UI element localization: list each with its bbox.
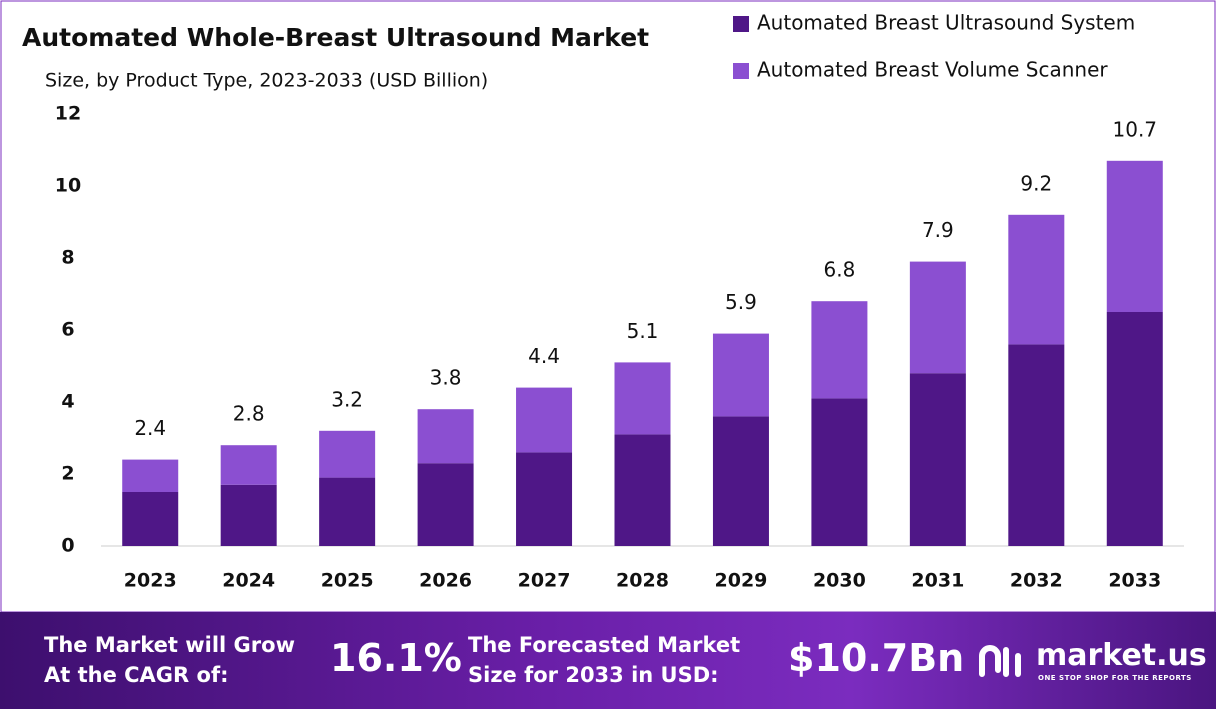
bar-segment [1106, 312, 1163, 546]
bar-segment [417, 463, 474, 546]
chart: Automated Whole-Breast Ultrasound Market… [0, 0, 1216, 612]
legend-label: Automated Breast Ultrasound System [757, 11, 1135, 35]
x-tick-label: 2030 [813, 570, 866, 592]
x-tick-label: 2031 [911, 570, 964, 592]
total-label: 7.9 [922, 218, 954, 242]
legend-label: Automated Breast Volume Scanner [757, 58, 1108, 82]
cagr-value: 16.1% [330, 636, 462, 680]
total-label: 2.8 [233, 402, 265, 426]
chart-border [0, 0, 1216, 612]
total-label: 3.2 [331, 387, 363, 411]
x-tick-label: 2024 [222, 570, 275, 592]
x-tick-label: 2026 [419, 570, 472, 592]
bar-segment [1106, 160, 1163, 312]
bar-segment [909, 261, 966, 374]
total-label: 10.7 [1113, 117, 1158, 141]
total-label: 2.4 [134, 416, 166, 440]
cagr-label: At the CAGR of: [44, 663, 229, 687]
total-label: 5.9 [725, 290, 757, 314]
y-tick-label: 10 [55, 175, 81, 197]
x-tick-label: 2033 [1108, 570, 1161, 592]
bar-segment [417, 409, 474, 464]
x-tick-label: 2027 [518, 570, 571, 592]
total-label: 6.8 [824, 258, 856, 282]
y-tick-label: 6 [61, 319, 74, 341]
bar-segment [122, 492, 179, 546]
bar-segment [319, 430, 376, 478]
forecast-label: The Forecasted Market [468, 633, 741, 657]
chart-subtitle: Size, by Product Type, 2023-2033 (USD Bi… [45, 70, 488, 92]
cagr-label: The Market will Grow [44, 633, 295, 657]
legend-swatch [733, 63, 749, 79]
x-tick-label: 2028 [616, 570, 669, 592]
bar-segment [516, 452, 573, 546]
x-tick-label: 2023 [124, 570, 177, 592]
y-tick-label: 0 [61, 535, 74, 557]
brand-name: market.us [1036, 638, 1207, 673]
bar-segment [1008, 344, 1065, 546]
total-label: 4.4 [528, 344, 560, 368]
x-tick-label: 2029 [715, 570, 768, 592]
chart-title: Automated Whole-Breast Ultrasound Market [22, 23, 649, 52]
bar-segment [614, 362, 671, 435]
bar-segment [319, 477, 376, 546]
bar-segment [811, 301, 868, 399]
bar-segment [1008, 214, 1065, 345]
bar-segment [909, 373, 966, 546]
bar-segment [122, 459, 179, 492]
legend-swatch [733, 16, 749, 32]
y-tick-label: 4 [61, 391, 74, 413]
bar-segment [220, 484, 277, 546]
brand-logo [979, 645, 1021, 677]
bar-segment [220, 445, 277, 485]
footer-banner: The Market will Grow At the CAGR of: 16.… [0, 612, 1216, 709]
y-tick-label: 12 [55, 103, 81, 125]
bar-segment [614, 434, 671, 546]
total-label: 5.1 [627, 319, 659, 343]
bar-segment [712, 333, 769, 417]
brand-tagline: ONE STOP SHOP FOR THE REPORTS [1038, 674, 1192, 682]
bar-segment [811, 398, 868, 546]
total-label: 3.8 [430, 366, 462, 390]
y-tick-label: 8 [61, 247, 74, 269]
forecast-label: Size for 2033 in USD: [468, 663, 719, 687]
bar-segment [712, 416, 769, 546]
total-label: 9.2 [1020, 171, 1052, 195]
forecast-value: $10.7Bn [788, 636, 965, 680]
bar-segment [516, 387, 573, 453]
y-tick-label: 2 [61, 463, 74, 485]
x-tick-label: 2025 [321, 570, 374, 592]
x-tick-label: 2032 [1010, 570, 1063, 592]
